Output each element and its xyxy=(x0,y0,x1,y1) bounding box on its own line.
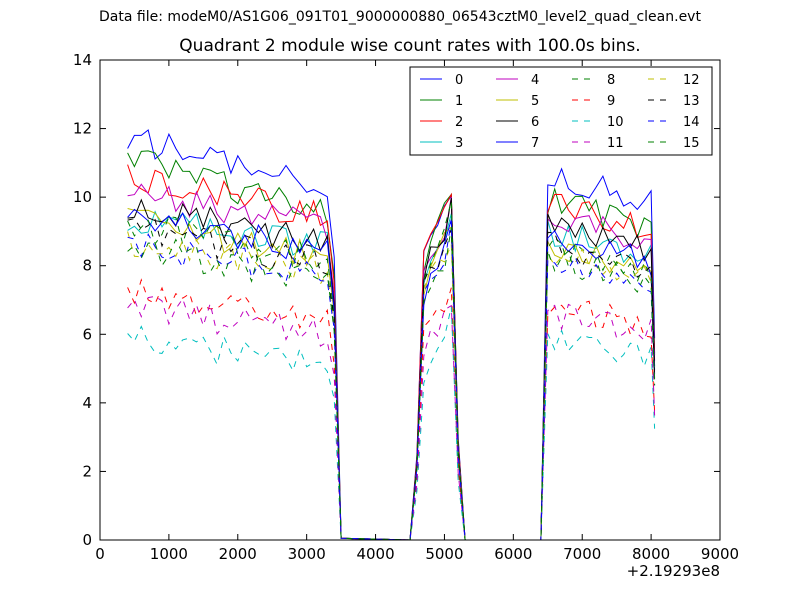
x-tick-label: 3000 xyxy=(288,545,326,563)
y-tick-label: 8 xyxy=(82,257,92,275)
series-line-15 xyxy=(127,227,656,541)
x-tick-label: 7000 xyxy=(563,545,601,563)
y-tick-label: 12 xyxy=(73,120,92,138)
legend-label-10: 10 xyxy=(607,115,624,130)
legend-box xyxy=(409,66,713,156)
series-line-6 xyxy=(127,198,656,541)
legend-label-14: 14 xyxy=(683,115,700,130)
y-tick-label: 14 xyxy=(73,51,92,69)
legend-label-4: 4 xyxy=(531,73,539,88)
x-tick-label: 4000 xyxy=(356,545,394,563)
series-line-5 xyxy=(127,208,656,541)
legend-label-11: 11 xyxy=(607,136,624,151)
series-line-10 xyxy=(127,306,656,541)
legend-label-15: 15 xyxy=(683,136,700,151)
y-tick-label: 0 xyxy=(82,531,92,549)
x-tick-label: 0 xyxy=(95,545,105,563)
legend-label-8: 8 xyxy=(607,73,615,88)
legend-label-6: 6 xyxy=(531,115,539,130)
y-tick-label: 4 xyxy=(82,394,92,412)
series-lines xyxy=(127,129,656,541)
axis-ticks: 0 1000 2000 3000 4000 5000 6000 7000 8000 9000 0 2 4… xyxy=(73,51,739,563)
legend-label-9: 9 xyxy=(607,94,615,109)
x-tick-label: 1000 xyxy=(150,545,188,563)
x-tick-label: 2000 xyxy=(219,545,257,563)
series-line-3 xyxy=(127,210,656,541)
series-line-9 xyxy=(127,278,656,541)
legend-label-12: 12 xyxy=(683,73,700,88)
legend-label-0: 0 xyxy=(455,73,463,88)
series-line-1 xyxy=(127,150,656,541)
series-line-14 xyxy=(127,220,656,541)
series-line-13 xyxy=(127,218,656,541)
legend-label-3: 3 xyxy=(455,136,463,151)
chart-title: Quadrant 2 module wise count rates with … xyxy=(179,36,641,56)
legend-label-5: 5 xyxy=(531,94,539,109)
series-line-11 xyxy=(127,295,656,541)
series-line-12 xyxy=(127,231,656,541)
legend-label-2: 2 xyxy=(455,115,463,130)
y-tick-label: 6 xyxy=(82,325,92,343)
x-tick-label: 6000 xyxy=(494,545,532,563)
x-tick-label: 8000 xyxy=(632,545,670,563)
suptitle: Data file: modeM0/AS1G06_091T01_90000008… xyxy=(99,9,701,25)
legend-label-13: 13 xyxy=(683,94,700,109)
legend-label-1: 1 xyxy=(455,94,463,109)
y-tick-label: 2 xyxy=(82,462,92,480)
x-tick-label: 5000 xyxy=(425,545,463,563)
legend-label-7: 7 xyxy=(531,136,539,151)
series-line-8 xyxy=(127,201,656,541)
x-axis-offset-label: +2.19293e8 xyxy=(626,562,720,580)
series-line-7 xyxy=(127,208,656,541)
x-tick-label: 9000 xyxy=(701,545,739,563)
y-tick-label: 10 xyxy=(73,188,92,206)
series-line-0 xyxy=(127,129,656,541)
series-line-2 xyxy=(127,164,656,541)
plot-frame xyxy=(99,59,721,541)
